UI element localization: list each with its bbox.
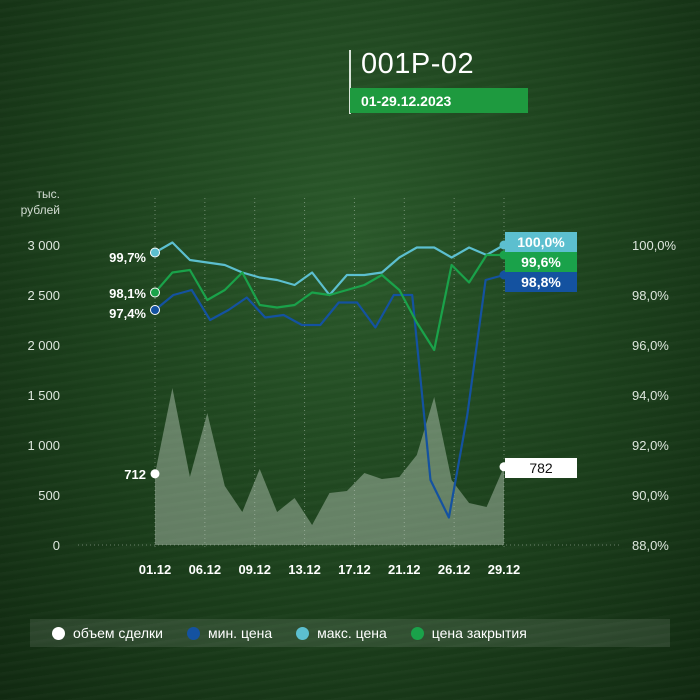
close-price-end-badge: [505, 252, 577, 272]
legend-dot-icon: [410, 626, 424, 640]
max-price-end-badge-text: 100,0%: [517, 234, 565, 250]
right-axis-tick-label: 98,0%: [632, 288, 669, 303]
period-text: 01-29.12.2023: [361, 93, 452, 109]
legend-item-volume: объем сделки: [52, 625, 163, 641]
series-line-0: [154, 273, 505, 519]
left-axis-tick-label: 2 500: [27, 288, 60, 303]
volume-start-label: 712: [124, 467, 146, 482]
legend-label: макс. цена: [317, 625, 387, 641]
max-price-start-label: 99,7%: [109, 250, 146, 265]
left-axis-tick-label: 1 000: [27, 438, 60, 453]
x-axis-tick-label: 26.12: [438, 562, 471, 577]
legend-item-close-price: цена закрытия: [410, 625, 527, 641]
right-axis-tick-label: 90,0%: [632, 488, 669, 503]
min-price-start-label: 97,4%: [109, 306, 146, 321]
legend-dot-icon: [296, 626, 310, 640]
right-axis-tick-label: 96,0%: [632, 338, 669, 353]
x-axis-tick-label: 01.12: [139, 562, 172, 577]
right-axis-tick-label: 100,0%: [632, 238, 677, 253]
series-start-point: [150, 247, 160, 258]
left-axis-tick-label: 2 000: [27, 338, 60, 353]
legend-dot-icon: [187, 626, 200, 640]
left-axis-tick-label: 0: [53, 538, 60, 553]
legend-label: мин. цена: [208, 625, 273, 641]
x-axis-tick-label: 13.12: [288, 562, 321, 577]
legend-dot-icon: [52, 626, 65, 640]
legend: объем сделки мин. цена макс. цена цена з…: [30, 619, 670, 647]
period-badge: 01-29.12.2023: [350, 88, 528, 113]
x-axis-tick-label: 29.12: [488, 562, 521, 577]
units-label: тыс. рублей: [10, 186, 60, 218]
right-axis-tick-label: 88,0%: [632, 538, 669, 553]
units-label-line1: тыс.: [36, 187, 60, 201]
left-axis-tick-label: 500: [38, 488, 60, 503]
max-price-end-badge: [505, 232, 577, 252]
x-axis-tick-label: 17.12: [338, 562, 371, 577]
x-axis-tick-label: 09.12: [238, 562, 271, 577]
legend-item-min-price: мин. цена: [187, 625, 272, 641]
legend-label: цена закрытия: [431, 625, 527, 641]
series-line-2: [154, 253, 504, 352]
volume-end-badge-text: 782: [529, 460, 553, 476]
left-axis-tick-label: 3 000: [27, 238, 60, 253]
legend-item-max-price: макс. цена: [296, 625, 387, 641]
right-axis-tick-label: 94,0%: [632, 388, 669, 403]
series-start-point: [150, 287, 160, 298]
min-price-end-badge-text: 98,8%: [521, 274, 561, 290]
min-price-end-badge: [505, 272, 577, 292]
volume-end-badge: [505, 458, 577, 478]
volume-start-point: [150, 469, 160, 479]
series-start-point: [150, 305, 160, 315]
right-axis-tick-label: 92,0%: [632, 438, 669, 453]
title-accent-bar: [349, 50, 351, 114]
x-axis-tick-label: 21.12: [388, 562, 421, 577]
legend-label: объем сделки: [73, 625, 163, 641]
x-axis-tick-label: 06.12: [189, 562, 222, 577]
close-price-start-label: 98,1%: [109, 286, 146, 301]
close-price-end-badge-text: 99,6%: [521, 254, 561, 270]
bond-code-title: 001P-02: [361, 48, 475, 80]
volume-area: [155, 388, 504, 545]
units-label-line2: рублей: [20, 203, 60, 217]
left-axis-tick-label: 1 500: [27, 388, 60, 403]
